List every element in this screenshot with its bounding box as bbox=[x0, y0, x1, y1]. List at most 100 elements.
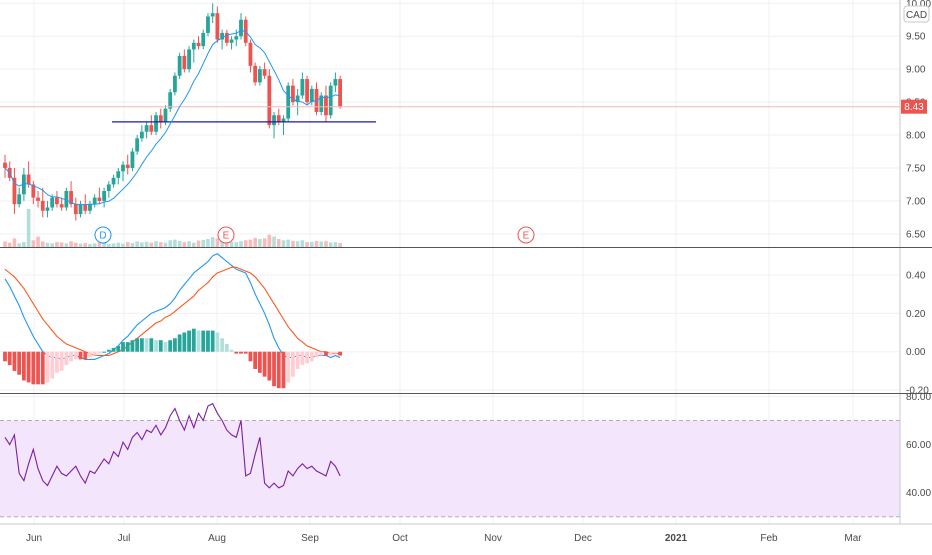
candle[interactable] bbox=[102, 191, 107, 201]
event-marker-earnings[interactable] bbox=[217, 226, 235, 244]
candle[interactable] bbox=[3, 162, 7, 168]
candle[interactable] bbox=[45, 207, 50, 211]
macd-histogram-bar bbox=[262, 351, 267, 377]
macd-line bbox=[4, 253, 341, 360]
candle[interactable] bbox=[21, 174, 26, 195]
candle[interactable] bbox=[338, 79, 343, 107]
volume-bar bbox=[149, 242, 154, 247]
price-axis-tick: 8.00 bbox=[906, 131, 926, 142]
candle[interactable] bbox=[55, 197, 59, 205]
event-marker-earnings[interactable] bbox=[517, 226, 535, 244]
volume-bar bbox=[22, 242, 26, 247]
candle[interactable] bbox=[111, 177, 116, 185]
volume-bar bbox=[281, 240, 286, 247]
volume-bar bbox=[173, 239, 177, 247]
candle[interactable] bbox=[187, 49, 191, 70]
volume-bar bbox=[31, 240, 36, 247]
candle[interactable] bbox=[125, 164, 130, 168]
candlestick-series[interactable] bbox=[3, 3, 343, 221]
candle[interactable] bbox=[324, 95, 328, 116]
candle[interactable] bbox=[234, 36, 239, 40]
candle[interactable] bbox=[191, 42, 196, 50]
candle[interactable] bbox=[69, 191, 73, 205]
candle[interactable] bbox=[106, 184, 111, 192]
candle[interactable] bbox=[78, 204, 83, 215]
candle[interactable] bbox=[139, 131, 144, 139]
currency-badge[interactable] bbox=[903, 5, 930, 23]
candle[interactable] bbox=[305, 79, 309, 103]
candle[interactable] bbox=[295, 95, 300, 103]
candle[interactable] bbox=[253, 65, 258, 83]
candle[interactable] bbox=[328, 85, 333, 116]
candle[interactable] bbox=[196, 42, 201, 47]
candle[interactable] bbox=[149, 125, 154, 132]
candle[interactable] bbox=[239, 19, 243, 37]
candle[interactable] bbox=[92, 197, 97, 205]
pane-separators[interactable] bbox=[0, 247, 932, 394]
candle[interactable] bbox=[144, 125, 149, 132]
candle[interactable] bbox=[173, 75, 177, 93]
macd-histogram-bar bbox=[158, 340, 163, 352]
macd-histogram-bar bbox=[125, 342, 130, 352]
candle[interactable] bbox=[257, 69, 262, 83]
macd-histogram-bar bbox=[149, 338, 154, 352]
candle[interactable] bbox=[135, 138, 140, 152]
candle[interactable] bbox=[121, 164, 125, 172]
candle[interactable] bbox=[130, 151, 135, 168]
candle[interactable] bbox=[168, 92, 173, 109]
volume-bar bbox=[59, 242, 64, 247]
candle[interactable] bbox=[201, 32, 206, 47]
candle[interactable] bbox=[83, 204, 88, 211]
candle[interactable] bbox=[286, 85, 291, 119]
candle[interactable] bbox=[272, 115, 276, 126]
candle[interactable] bbox=[177, 55, 182, 76]
candle[interactable] bbox=[276, 115, 281, 122]
candle[interactable] bbox=[210, 13, 215, 17]
candle[interactable] bbox=[281, 118, 286, 122]
candle[interactable] bbox=[215, 13, 220, 40]
candle[interactable] bbox=[88, 204, 92, 211]
candle[interactable] bbox=[291, 85, 295, 103]
candle[interactable] bbox=[163, 108, 168, 122]
macd-histogram-bar bbox=[300, 351, 305, 366]
candle[interactable] bbox=[300, 79, 305, 96]
candle[interactable] bbox=[50, 197, 55, 208]
candle[interactable] bbox=[59, 204, 64, 208]
volume-bar bbox=[291, 240, 295, 247]
candle[interactable] bbox=[73, 204, 78, 215]
candle[interactable] bbox=[319, 95, 324, 112]
candle[interactable] bbox=[40, 200, 45, 211]
candle[interactable] bbox=[333, 79, 338, 86]
candle[interactable] bbox=[224, 32, 229, 43]
candle[interactable] bbox=[182, 55, 187, 70]
candle[interactable] bbox=[97, 197, 102, 201]
candle[interactable] bbox=[36, 197, 40, 201]
candle[interactable] bbox=[154, 115, 158, 132]
candle[interactable] bbox=[12, 177, 17, 205]
candle[interactable] bbox=[17, 194, 22, 205]
volume-bar bbox=[135, 241, 139, 247]
candle[interactable] bbox=[206, 16, 210, 33]
volume-bar bbox=[295, 241, 300, 247]
candle[interactable] bbox=[26, 174, 31, 185]
volume-bar bbox=[239, 241, 243, 247]
macd-histogram-bar bbox=[97, 351, 102, 354]
candle[interactable] bbox=[229, 39, 234, 43]
macd-histogram-bar bbox=[182, 332, 187, 352]
macd-histogram-bar bbox=[92, 351, 97, 356]
volume-bar bbox=[144, 241, 149, 247]
candle[interactable] bbox=[31, 184, 36, 198]
candle[interactable] bbox=[262, 69, 267, 76]
candle[interactable] bbox=[309, 88, 314, 103]
candle[interactable] bbox=[116, 171, 121, 178]
event-marker-dividend[interactable] bbox=[94, 226, 112, 244]
candle[interactable] bbox=[248, 42, 253, 66]
candle[interactable] bbox=[220, 32, 225, 40]
candle[interactable] bbox=[158, 115, 163, 122]
volume-bar bbox=[196, 240, 201, 247]
candle[interactable] bbox=[64, 191, 69, 208]
candle[interactable] bbox=[267, 75, 272, 126]
